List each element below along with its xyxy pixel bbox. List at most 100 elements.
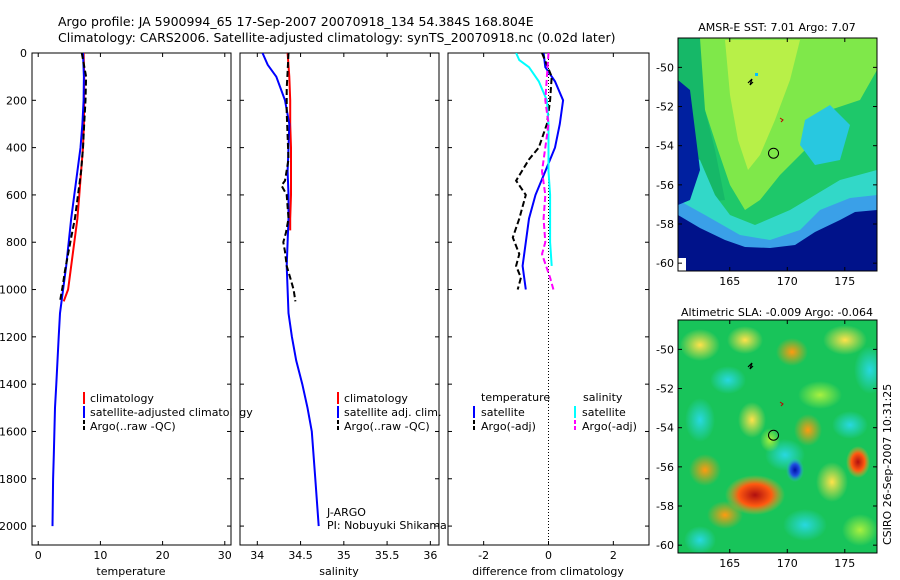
salinity-legend: climatology satellite adj. clim. Argo(..… xyxy=(337,392,441,433)
series-line-salinity-argo-adj- xyxy=(540,53,555,290)
legend-label-temp-satellite: satellite xyxy=(481,406,525,419)
difference-xlabel: difference from climatology xyxy=(472,565,624,578)
y-tick-label: -56 xyxy=(656,461,674,474)
sla-blob xyxy=(710,366,746,394)
legend-label-satellite: satellite adj. clim. xyxy=(344,406,441,419)
x-tick-label: 165 xyxy=(719,557,740,570)
legend-label-climatology: climatology xyxy=(90,392,154,405)
series-line-argo-raw-qc- xyxy=(59,53,88,302)
series-line-temperature-argo-adj- xyxy=(511,53,553,290)
sst-cold-west xyxy=(678,80,700,205)
y-tick-label: -60 xyxy=(656,257,674,270)
x-tick-label: 170 xyxy=(777,557,798,570)
sst-map-title: AMSR-E SST: 7.01 Argo: 7.07 xyxy=(698,21,856,34)
y-tick-label: -54 xyxy=(656,140,674,153)
y-tick-label: -54 xyxy=(656,422,674,435)
x-tick-label: 175 xyxy=(834,557,855,570)
legend-label-temp-argo: Argo(-adj) xyxy=(481,420,536,433)
sla-blob xyxy=(798,381,842,409)
sla-blob xyxy=(842,514,877,546)
sla-blob xyxy=(854,346,877,394)
sla-blob xyxy=(727,326,763,354)
x-tick-label: 10 xyxy=(93,549,107,562)
sst-cyan-patch xyxy=(800,105,850,165)
y-tick-label: -52 xyxy=(656,383,674,396)
series-line-climatology xyxy=(286,53,292,231)
y-tick-label: 0 xyxy=(20,47,27,60)
legend-label-satellite: satellite-adjusted climatology xyxy=(90,406,253,419)
y-tick-label: 1600 xyxy=(0,425,27,438)
x-tick-label: 170 xyxy=(777,275,798,288)
sst-map-frame xyxy=(677,37,878,272)
sst-field xyxy=(678,38,877,271)
y-tick-label: -52 xyxy=(656,101,674,114)
series-line-satellite-adj-clim- xyxy=(261,53,320,527)
sst-cyan-front xyxy=(678,150,877,245)
x-tick-label: 0 xyxy=(35,549,42,562)
sla-blob xyxy=(685,398,715,442)
sla-argo-position-marker xyxy=(768,429,780,441)
pi-credit: PI: Nobuyuki Shikama xyxy=(327,519,447,532)
y-tick-label: 1200 xyxy=(0,331,27,344)
x-tick-label: 0 xyxy=(545,549,552,562)
chart-title-line-1: Argo profile: JA 5900994_65 17-Sep-2007 … xyxy=(58,14,534,29)
sla-blob xyxy=(786,458,804,482)
sla-blob xyxy=(680,329,720,361)
y-tick-label: -58 xyxy=(656,218,674,231)
sla-blob xyxy=(689,454,721,486)
x-tick-label: 165 xyxy=(719,275,740,288)
x-tick-label: 30 xyxy=(218,549,232,562)
temperature-legend: climatology satellite-adjusted climatolo… xyxy=(83,392,253,433)
legend-label-argo: Argo(..raw -QC) xyxy=(90,420,176,433)
series-line-argo-raw-qc- xyxy=(280,53,297,302)
program-credit: J-ARGO xyxy=(326,506,366,519)
sla-blob xyxy=(783,509,827,541)
y-tick-label: 1800 xyxy=(0,473,27,486)
sst-float-track xyxy=(747,73,784,123)
series-line-salinity-satellite xyxy=(515,53,553,266)
sla-blob xyxy=(760,428,780,452)
y-tick-label: 1000 xyxy=(0,284,27,297)
y-tick-label: 600 xyxy=(6,189,27,202)
sla-blob xyxy=(832,411,868,439)
legend-header-temperature: temperature xyxy=(481,391,550,404)
temperature-plot-frame xyxy=(31,52,232,546)
x-tick-label: 20 xyxy=(156,549,170,562)
chart-title-line-2: Climatology: CARS2006. Satellite-adjuste… xyxy=(58,30,616,45)
sst-land-mask xyxy=(678,258,686,271)
x-tick-label: 2 xyxy=(610,549,617,562)
x-tick-label: 36 xyxy=(423,549,437,562)
sla-field xyxy=(678,320,877,553)
legend-label-sal-argo: Argo(-adj) xyxy=(582,420,637,433)
salinity-plot-frame xyxy=(239,52,440,546)
sst-argo-position-marker xyxy=(768,147,780,159)
sla-blob xyxy=(816,462,848,502)
x-tick-label: 175 xyxy=(834,275,855,288)
y-tick-label: 800 xyxy=(6,236,27,249)
sla-blob xyxy=(725,475,785,515)
sst-cold-south xyxy=(678,210,877,271)
sst-warm-core xyxy=(725,40,800,170)
sla-blob xyxy=(823,325,867,355)
sla-blob xyxy=(684,526,716,553)
sla-blob xyxy=(794,414,822,446)
sla-blob xyxy=(776,338,808,366)
sla-float-track xyxy=(747,362,784,407)
temperature-xlabel: temperature xyxy=(96,565,165,578)
y-tick-label: -60 xyxy=(656,539,674,552)
x-tick-label: 34.5 xyxy=(288,549,313,562)
x-tick-label: 35 xyxy=(337,549,351,562)
y-tick-label: -56 xyxy=(656,179,674,192)
y-tick-label: -50 xyxy=(656,343,674,356)
difference-legend: temperature salinity satellite Argo(-adj… xyxy=(473,391,637,433)
salinity-xlabel: salinity xyxy=(319,565,359,578)
sla-map-frame xyxy=(677,319,878,554)
y-tick-label: 1400 xyxy=(0,378,27,391)
temperature-legend-mask xyxy=(232,390,239,435)
y-tick-label: -50 xyxy=(656,61,674,74)
legend-header-salinity: salinity xyxy=(583,391,623,404)
sla-blob xyxy=(846,446,870,478)
legend-label-climatology: climatology xyxy=(344,392,408,405)
series-line-temperature-satellite xyxy=(521,53,565,290)
